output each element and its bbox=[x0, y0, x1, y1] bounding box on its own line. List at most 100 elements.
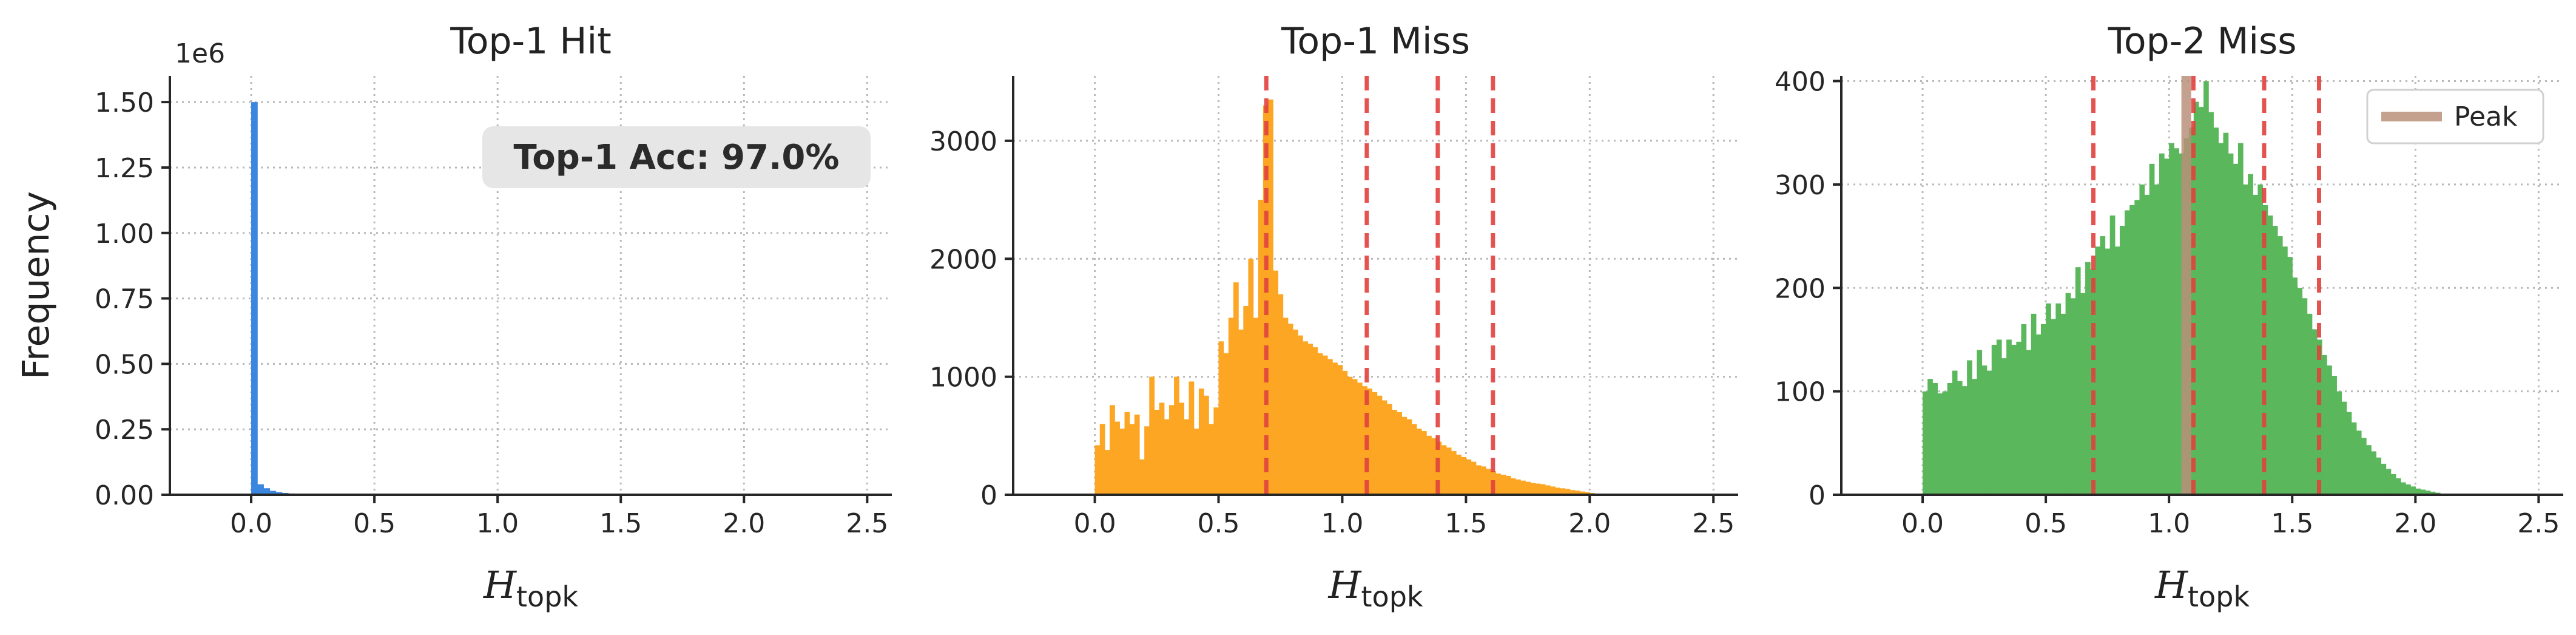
y-axis-offset-text: 1e6 bbox=[175, 38, 225, 69]
histogram-bar bbox=[2243, 184, 2248, 495]
y-tick-label: 0.50 bbox=[95, 349, 154, 380]
histogram-bar bbox=[1981, 365, 1988, 495]
x-axis-label-subscript: topk bbox=[516, 580, 578, 613]
histogram-bar bbox=[2233, 163, 2239, 495]
histogram-bar bbox=[2021, 324, 2027, 495]
histogram-bar bbox=[2253, 194, 2258, 495]
histogram-bar bbox=[1406, 419, 1412, 495]
y-tick-label: 100 bbox=[1775, 377, 1826, 408]
histogram-bar bbox=[269, 491, 277, 495]
x-axis-label: Htopk bbox=[2154, 563, 2250, 613]
x-tick-label: 1.5 bbox=[1445, 508, 1487, 539]
histogram-bar bbox=[1952, 370, 1958, 495]
histogram-bar bbox=[1193, 429, 1199, 495]
x-tick-label: 0.0 bbox=[1901, 508, 1944, 539]
histogram-bar bbox=[2114, 246, 2120, 495]
x-tick-label: 1.0 bbox=[1321, 508, 1363, 539]
histogram-bar bbox=[1104, 450, 1110, 495]
histogram-bar bbox=[1947, 383, 1953, 495]
histogram-bar bbox=[1342, 370, 1348, 495]
histogram-bar bbox=[2198, 107, 2204, 495]
histogram-bar bbox=[2228, 153, 2234, 495]
histogram-bar bbox=[1238, 329, 1244, 495]
histogram-bar bbox=[1986, 370, 1992, 495]
histogram-bar bbox=[1456, 454, 1462, 495]
histogram-bar bbox=[1451, 451, 1457, 495]
x-tick-label: 0.0 bbox=[1074, 508, 1116, 539]
chart-title: Top-1 Hit bbox=[450, 20, 611, 63]
histogram-bar bbox=[2356, 430, 2362, 495]
histogram-bar bbox=[2292, 277, 2298, 495]
histogram-bar bbox=[2282, 246, 2288, 495]
histogram-bar bbox=[1263, 105, 1269, 495]
histogram-bar bbox=[2272, 226, 2278, 495]
x-tick-label: 1.0 bbox=[476, 508, 519, 539]
histogram-bar bbox=[1159, 402, 1165, 495]
histogram-bar bbox=[2125, 210, 2130, 495]
panel-top-1-miss: 0.0 0.5 1.0 1.5 2.0 2.5 0 1000 2000 3000 Top-1 Mis… bbox=[929, 20, 1738, 613]
y-tick-label: 1.50 bbox=[95, 87, 154, 118]
histogram-bar bbox=[1996, 339, 2002, 495]
histogram-bar bbox=[2159, 153, 2165, 495]
histogram-bar bbox=[1525, 481, 1531, 495]
histogram-bar bbox=[2248, 174, 2253, 495]
histogram-bar bbox=[2129, 205, 2135, 495]
histogram-bar bbox=[1218, 341, 1224, 495]
histogram-bar bbox=[2035, 334, 2042, 495]
histogram-bar bbox=[1560, 488, 1566, 495]
histogram-bar bbox=[1228, 318, 1234, 495]
histogram-bar bbox=[2420, 489, 2426, 495]
panel-top-1-hit: 0.0 0.5 1.0 1.5 2.0 2.5 0.00 0.25 0.50 0.75 1.00 1.… bbox=[15, 20, 892, 613]
histogram-bar bbox=[1401, 416, 1408, 495]
histogram-bar bbox=[1139, 459, 1145, 495]
x-tick-label: 2.5 bbox=[2517, 508, 2560, 539]
legend: Peak bbox=[2366, 89, 2544, 144]
histogram-bar bbox=[2055, 303, 2062, 495]
histogram-bar bbox=[2065, 293, 2071, 495]
histogram-bar bbox=[1303, 341, 1308, 495]
x-axis-label-subscript: topk bbox=[1361, 580, 1423, 613]
x-tick-label: 2.5 bbox=[1692, 508, 1735, 539]
histogram-bar bbox=[1094, 445, 1101, 495]
x-tick-label: 1.5 bbox=[2271, 508, 2313, 539]
histogram-bar bbox=[2376, 457, 2382, 495]
x-tick-label: 0.0 bbox=[230, 508, 272, 539]
histogram-bar bbox=[2006, 339, 2012, 495]
y-tick-label: 0.75 bbox=[95, 284, 154, 315]
histogram-bar bbox=[1535, 483, 1541, 495]
histogram-bar bbox=[2341, 401, 2347, 495]
histogram-bar bbox=[2307, 313, 2313, 495]
histogram-bar bbox=[2016, 341, 2022, 495]
histogram-bar bbox=[2095, 246, 2101, 495]
histogram-bar bbox=[1129, 424, 1135, 495]
histogram-bar bbox=[1198, 389, 1204, 495]
histogram-bar bbox=[2267, 216, 2273, 495]
histogram-bar bbox=[2223, 132, 2229, 495]
legend-frame bbox=[2366, 89, 2544, 144]
histogram-bar bbox=[1923, 391, 1928, 495]
histogram-bar bbox=[2193, 101, 2199, 495]
y-tick-label: 0.25 bbox=[95, 415, 154, 446]
x-tick-label: 2.0 bbox=[1568, 508, 1611, 539]
histogram-bar bbox=[1937, 393, 1943, 495]
histogram-bar bbox=[2346, 412, 2352, 495]
histogram-bar bbox=[1278, 294, 1284, 495]
accuracy-annotation: Top-1 Acc: 97.0% bbox=[514, 138, 840, 177]
histogram-bar bbox=[1347, 376, 1353, 495]
x-axis-label-main: H bbox=[483, 563, 518, 607]
histogram-bar bbox=[1411, 424, 1417, 495]
histogram-bar bbox=[1466, 459, 1472, 495]
histogram-bar bbox=[1962, 386, 1967, 495]
histogram-bar bbox=[2381, 463, 2387, 495]
histogram-bar bbox=[2311, 329, 2318, 495]
histogram-bar bbox=[1431, 438, 1437, 495]
histogram-bar bbox=[2026, 350, 2032, 495]
histogram-bar bbox=[1134, 414, 1140, 495]
histogram-bar bbox=[1510, 478, 1516, 495]
histogram-bar bbox=[1268, 99, 1273, 495]
histogram-bar bbox=[1426, 435, 1432, 495]
histogram-bar bbox=[1174, 376, 1179, 495]
histogram-bar bbox=[1495, 474, 1502, 495]
histogram-bar bbox=[2385, 469, 2392, 495]
histogram-bar bbox=[1209, 424, 1214, 495]
